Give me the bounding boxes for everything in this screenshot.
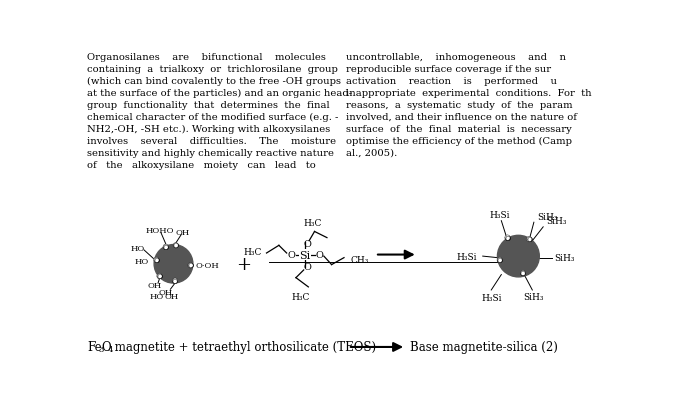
Circle shape: [173, 243, 178, 248]
Text: O·OH: O·OH: [195, 261, 219, 269]
Circle shape: [505, 235, 510, 241]
Text: H₃C: H₃C: [244, 247, 262, 256]
Text: O: O: [315, 250, 323, 259]
Text: HO: HO: [149, 292, 163, 300]
Text: O: O: [172, 277, 178, 285]
Text: O: O: [101, 341, 111, 354]
Text: +: +: [236, 255, 250, 273]
Circle shape: [526, 237, 532, 242]
Text: H₃C: H₃C: [304, 218, 322, 227]
Circle shape: [497, 258, 502, 263]
Text: OH: OH: [165, 292, 179, 300]
Text: HO: HO: [134, 257, 148, 265]
Text: O: O: [497, 256, 503, 264]
Text: SiH₃: SiH₃: [537, 212, 558, 221]
Text: HOHO: HOHO: [145, 226, 173, 234]
Text: H₃Si: H₃Si: [482, 294, 502, 302]
Text: Si: Si: [300, 250, 311, 260]
Text: 3: 3: [99, 345, 104, 353]
Text: OH: OH: [148, 282, 162, 290]
Text: SiH₃: SiH₃: [554, 254, 574, 263]
Text: H₃Si: H₃Si: [456, 252, 477, 261]
Circle shape: [520, 271, 526, 276]
Circle shape: [163, 245, 169, 250]
Text: Fe: Fe: [88, 341, 102, 354]
Text: OH: OH: [159, 288, 173, 296]
Text: CH₃: CH₃: [350, 255, 369, 264]
Circle shape: [172, 279, 178, 284]
Text: O: O: [304, 239, 311, 248]
Text: Base magnetite-silica (2): Base magnetite-silica (2): [410, 341, 558, 354]
Text: O: O: [304, 262, 311, 271]
Text: O: O: [188, 262, 194, 270]
Circle shape: [188, 263, 193, 268]
Text: H₃C: H₃C: [292, 292, 310, 301]
Text: 4: 4: [107, 345, 113, 353]
Circle shape: [157, 274, 162, 279]
Text: O: O: [153, 256, 159, 264]
Text: H₃Si: H₃Si: [489, 211, 510, 220]
Text: O: O: [520, 270, 526, 277]
Text: HO: HO: [131, 245, 145, 253]
Text: O: O: [173, 242, 179, 250]
Text: magnetite + tetraethyl orthosilicate (TEOS): magnetite + tetraethyl orthosilicate (TE…: [111, 341, 376, 354]
Text: O: O: [163, 243, 169, 251]
Text: SiH₃: SiH₃: [524, 293, 544, 302]
Circle shape: [154, 245, 193, 283]
Text: OH: OH: [176, 229, 190, 237]
Text: O: O: [504, 234, 510, 242]
Text: O: O: [288, 250, 295, 259]
Text: SiH₃: SiH₃: [546, 217, 567, 226]
Text: O: O: [157, 272, 163, 281]
Text: O: O: [526, 236, 533, 244]
Circle shape: [497, 236, 539, 277]
Circle shape: [154, 258, 159, 263]
Text: Organosilanes    are    bifunctional    molecules
containing  a  trialkoxy  or  : Organosilanes are bifunctional molecules…: [88, 53, 352, 170]
Text: uncontrollable,    inhomogeneous    and    n
reproducible surface coverage if th: uncontrollable, inhomogeneous and n repr…: [346, 53, 592, 157]
